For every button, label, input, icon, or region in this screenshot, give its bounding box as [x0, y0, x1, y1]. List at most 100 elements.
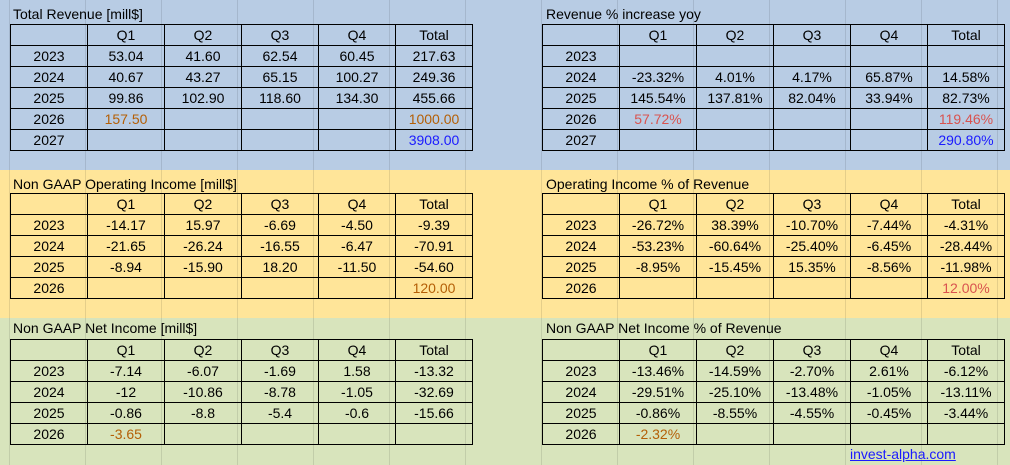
column-header[interactable]: Q4	[850, 193, 928, 215]
value-cell[interactable]: 41.60	[164, 45, 242, 67]
column-header[interactable]: Q3	[241, 339, 319, 361]
value-cell[interactable]	[318, 423, 396, 445]
value-cell[interactable]: -60.64%	[696, 235, 774, 257]
year-cell[interactable]: 2024	[542, 66, 620, 88]
total-cell[interactable]: -70.91	[395, 235, 473, 257]
column-header[interactable]: Total	[927, 339, 1005, 361]
value-cell[interactable]: -2.32%	[619, 423, 697, 445]
total-cell[interactable]: 1000.00	[395, 108, 473, 130]
value-cell[interactable]	[241, 277, 319, 299]
year-cell[interactable]: 2023	[10, 45, 88, 67]
value-cell[interactable]	[773, 129, 851, 151]
value-cell[interactable]	[850, 45, 928, 67]
column-header[interactable]: Q3	[241, 24, 319, 46]
value-cell[interactable]: 33.94%	[850, 87, 928, 109]
column-header[interactable]: Q2	[164, 24, 242, 46]
total-cell[interactable]: -28.44%	[927, 235, 1005, 257]
year-cell[interactable]: 2027	[10, 129, 88, 151]
total-cell[interactable]: 120.00	[395, 277, 473, 299]
value-cell[interactable]: -0.6	[318, 402, 396, 424]
value-cell[interactable]: -13.46%	[619, 360, 697, 382]
column-header[interactable]: Q3	[241, 193, 319, 215]
column-header[interactable]: Q2	[164, 339, 242, 361]
value-cell[interactable]	[696, 277, 774, 299]
value-cell[interactable]	[773, 108, 851, 130]
total-cell[interactable]	[927, 423, 1005, 445]
year-cell[interactable]: 2023	[542, 214, 620, 236]
year-cell[interactable]: 2025	[542, 402, 620, 424]
value-cell[interactable]: 38.39%	[696, 214, 774, 236]
value-cell[interactable]: -6.45%	[850, 235, 928, 257]
header-corner-cell[interactable]	[542, 193, 620, 215]
value-cell[interactable]: -53.23%	[619, 235, 697, 257]
value-cell[interactable]	[164, 423, 242, 445]
year-cell[interactable]: 2024	[542, 381, 620, 403]
total-cell[interactable]: -15.66	[395, 402, 473, 424]
value-cell[interactable]	[850, 423, 928, 445]
value-cell[interactable]: -16.55	[241, 235, 319, 257]
value-cell[interactable]	[773, 277, 851, 299]
value-cell[interactable]: -8.78	[241, 381, 319, 403]
value-cell[interactable]: -0.45%	[850, 402, 928, 424]
value-cell[interactable]: -11.50	[318, 256, 396, 278]
column-header[interactable]: Q1	[87, 193, 165, 215]
value-cell[interactable]: 57.72%	[619, 108, 697, 130]
total-cell[interactable]: 217.63	[395, 45, 473, 67]
column-header[interactable]: Q4	[318, 339, 396, 361]
value-cell[interactable]: -15.90	[164, 256, 242, 278]
year-cell[interactable]: 2027	[542, 129, 620, 151]
value-cell[interactable]: -15.45%	[696, 256, 774, 278]
value-cell[interactable]	[318, 277, 396, 299]
value-cell[interactable]: -4.50	[318, 214, 396, 236]
value-cell[interactable]: 99.86	[87, 87, 165, 109]
year-cell[interactable]: 2025	[542, 256, 620, 278]
value-cell[interactable]	[696, 129, 774, 151]
column-header[interactable]: Total	[395, 193, 473, 215]
value-cell[interactable]: 145.54%	[619, 87, 697, 109]
value-cell[interactable]: -10.86	[164, 381, 242, 403]
value-cell[interactable]: 4.01%	[696, 66, 774, 88]
total-cell[interactable]: 119.46%	[927, 108, 1005, 130]
value-cell[interactable]: -13.48%	[773, 381, 851, 403]
value-cell[interactable]: 157.50	[87, 108, 165, 130]
value-cell[interactable]: 40.67	[87, 66, 165, 88]
value-cell[interactable]: 1.58	[318, 360, 396, 382]
value-cell[interactable]	[850, 277, 928, 299]
total-cell[interactable]: 82.73%	[927, 87, 1005, 109]
year-cell[interactable]: 2025	[10, 87, 88, 109]
value-cell[interactable]	[850, 108, 928, 130]
header-corner-cell[interactable]	[542, 24, 620, 46]
header-corner-cell[interactable]	[10, 24, 88, 46]
value-cell[interactable]: -12	[87, 381, 165, 403]
year-cell[interactable]: 2026	[10, 277, 88, 299]
year-cell[interactable]: 2023	[10, 360, 88, 382]
value-cell[interactable]: -7.44%	[850, 214, 928, 236]
value-cell[interactable]	[318, 129, 396, 151]
column-header[interactable]: Total	[927, 24, 1005, 46]
value-cell[interactable]	[850, 129, 928, 151]
value-cell[interactable]: -1.05%	[850, 381, 928, 403]
value-cell[interactable]	[241, 129, 319, 151]
value-cell[interactable]: -10.70%	[773, 214, 851, 236]
value-cell[interactable]: 53.04	[87, 45, 165, 67]
value-cell[interactable]: -4.55%	[773, 402, 851, 424]
value-cell[interactable]	[619, 45, 697, 67]
column-header[interactable]: Q2	[696, 193, 774, 215]
value-cell[interactable]: -26.24	[164, 235, 242, 257]
year-cell[interactable]: 2026	[542, 108, 620, 130]
value-cell[interactable]: -6.69	[241, 214, 319, 236]
total-cell[interactable]	[395, 423, 473, 445]
value-cell[interactable]	[773, 45, 851, 67]
column-header[interactable]: Q2	[164, 193, 242, 215]
column-header[interactable]: Q4	[850, 339, 928, 361]
total-cell[interactable]: 249.36	[395, 66, 473, 88]
value-cell[interactable]	[164, 108, 242, 130]
year-cell[interactable]: 2025	[542, 87, 620, 109]
column-header[interactable]: Total	[395, 339, 473, 361]
total-cell[interactable]: -32.69	[395, 381, 473, 403]
value-cell[interactable]: -7.14	[87, 360, 165, 382]
year-cell[interactable]: 2024	[542, 235, 620, 257]
value-cell[interactable]: -1.05	[318, 381, 396, 403]
total-cell[interactable]	[927, 45, 1005, 67]
total-cell[interactable]: 3908.00	[395, 129, 473, 151]
